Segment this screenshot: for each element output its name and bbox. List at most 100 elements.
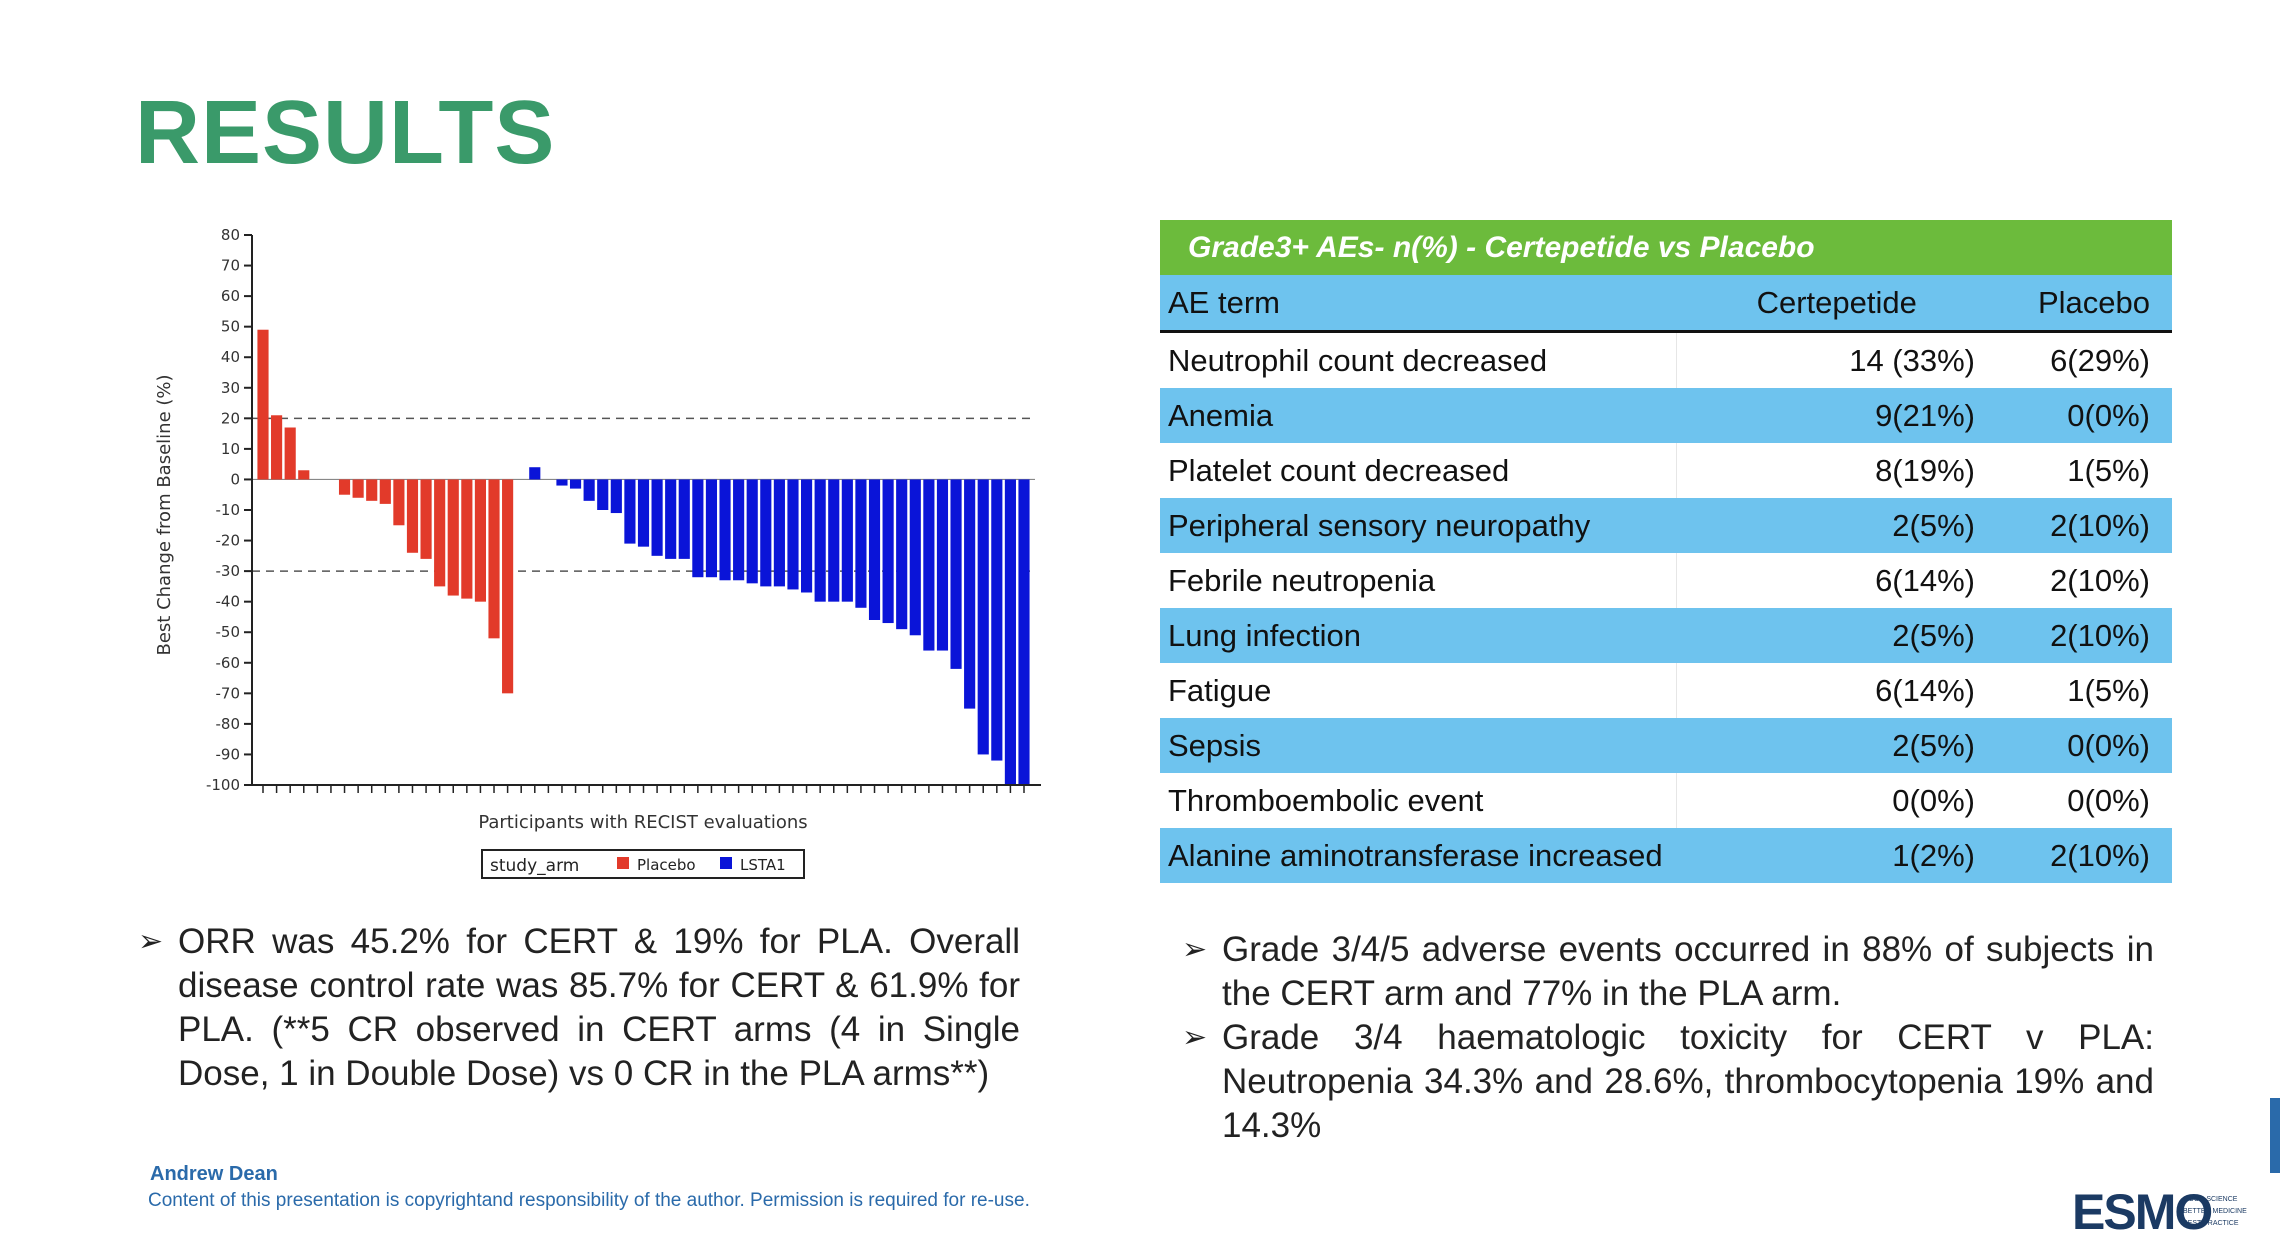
cert-value: 2(5%) (1676, 608, 1997, 663)
y-axis-label: Best Change from Baseline (%) (154, 374, 175, 655)
bar-lsta1 (733, 479, 745, 581)
bar-lsta1 (651, 479, 663, 556)
ae-term: Thromboembolic event (1160, 773, 1677, 828)
table-row: Sepsis 2(5%) 0(0%) (1160, 718, 2172, 773)
header-certepetide: Certepetide (1676, 275, 1997, 333)
bar-lsta1 (705, 479, 718, 578)
table-row: Neutrophil count decreased 14 (33%) 6(29%) (1160, 331, 2172, 388)
left-bullet-list: ➢ ORR was 45.2% for CERT & 19% for PLA. … (138, 920, 1020, 1096)
table-row: Febrile neutropenia 6(14%) 2(10%) (1160, 553, 2172, 608)
side-accent-bar (2270, 1098, 2280, 1173)
bar-placebo (352, 479, 364, 498)
bullet-text: Grade 3/4 haematologic toxicity for CERT… (1222, 1018, 2154, 1145)
y-tick-label: -50 (216, 623, 241, 641)
bar-placebo (298, 470, 310, 480)
cert-value: 2(5%) (1676, 498, 1997, 553)
bullet-item: ➢ Grade 3/4 haematologic toxicity for CE… (1182, 1016, 2154, 1148)
pla-value: 0(0%) (1997, 773, 2172, 828)
bar-lsta1 (882, 479, 894, 624)
bar-lsta1 (529, 467, 541, 480)
bar-placebo (379, 479, 391, 504)
y-tick-label: 40 (221, 348, 240, 366)
bar-lsta1 (746, 479, 758, 584)
ae-table-title-row: Grade3+ AEs- n(%) - Certepetide vs Place… (1160, 220, 2172, 275)
y-tick-label: 0 (230, 470, 240, 488)
cert-value: 2(5%) (1676, 718, 1997, 773)
bar-placebo (406, 479, 419, 553)
y-tick-label: -70 (216, 684, 241, 702)
bullet-text: Grade 3/4/5 adverse events occurred in 8… (1222, 930, 2154, 1013)
table-row: Peripheral sensory neuropathy 2(5%) 2(10%) (1160, 498, 2172, 553)
ae-term: Febrile neutropenia (1160, 553, 1677, 608)
header-placebo: Placebo (1997, 275, 2172, 333)
bar-lsta1 (923, 479, 935, 651)
bar-placebo (434, 479, 446, 587)
bar-lsta1 (936, 479, 949, 651)
y-tick-label: -100 (206, 776, 240, 794)
bar-lsta1 (583, 479, 595, 501)
bar-placebo (366, 479, 378, 501)
table-row: Thromboembolic event 0(0%) 0(0%) (1160, 773, 2172, 828)
ae-table-title: Grade3+ AEs- n(%) - Certepetide vs Place… (1160, 220, 2172, 275)
arrow-bullet-icon: ➢ (1182, 1021, 1208, 1054)
cert-value: 6(14%) (1676, 663, 1997, 718)
pla-value: 1(5%) (1997, 443, 2172, 498)
cert-value: 8(19%) (1676, 443, 1997, 498)
bar-lsta1 (964, 479, 976, 709)
y-tick-label: 30 (221, 379, 240, 397)
y-tick-label: -90 (216, 745, 241, 763)
bullet-text: ORR was 45.2% for CERT & 19% for PLA. Ov… (178, 922, 1020, 1093)
header-ae-term: AE term (1160, 275, 1677, 333)
bar-placebo (257, 329, 269, 480)
bar-lsta1 (868, 479, 881, 620)
legend-swatch-placebo (617, 857, 629, 869)
pla-value: 2(10%) (1997, 553, 2172, 608)
bar-placebo (502, 479, 514, 694)
y-tick-label: -40 (216, 593, 241, 611)
bar-lsta1 (896, 479, 908, 630)
bar-lsta1 (692, 479, 704, 578)
ae-term: Lung infection (1160, 608, 1677, 663)
chart-legend: study_arm Placebo LSTA1 (481, 849, 805, 879)
bar-lsta1 (719, 479, 731, 581)
bar-lsta1 (624, 479, 636, 544)
bar-lsta1 (841, 479, 853, 602)
y-tick-label: -10 (216, 501, 241, 519)
copyright-notice: Content of this presentation is copyrigh… (148, 1190, 1030, 1211)
esmo-tagline-line: BETTER MEDICINE (2183, 1208, 2247, 1215)
bar-placebo (461, 479, 473, 599)
bullet-item: ➢ Grade 3/4/5 adverse events occurred in… (1182, 928, 2154, 1016)
legend-title: study_arm (490, 856, 579, 876)
bar-lsta1 (678, 479, 690, 559)
bar-lsta1 (814, 479, 826, 602)
bullet-item: ➢ ORR was 45.2% for CERT & 19% for PLA. … (138, 920, 1020, 1096)
bar-lsta1 (556, 479, 568, 486)
bar-placebo (284, 427, 296, 480)
y-axis: 80 70 60 50 40 30 20 10 0 -10 -20 -30 -40 -50 -60 -70 -8… (206, 226, 253, 794)
ae-term: Peripheral sensory neuropathy (1160, 498, 1677, 553)
bar-lsta1 (950, 479, 962, 669)
legend-entry-placebo: Placebo (637, 856, 696, 874)
bar-lsta1 (991, 479, 1003, 761)
pla-value: 2(10%) (1997, 828, 2172, 883)
y-tick-label: -30 (216, 562, 241, 580)
bar-lsta1 (773, 479, 785, 587)
cert-value: 1(2%) (1676, 828, 1997, 883)
ae-term: Alanine aminotransferase increased (1160, 828, 1677, 883)
y-tick-label: 20 (221, 409, 240, 427)
chart-bars (257, 329, 1030, 785)
cert-value: 0(0%) (1676, 773, 1997, 828)
bar-lsta1 (828, 479, 840, 602)
cert-value: 9(21%) (1676, 388, 1997, 443)
ae-term: Anemia (1160, 388, 1677, 443)
y-tick-label: 60 (221, 287, 240, 305)
esmo-tagline: GOOD SCIENCE BETTER MEDICINE BEST PRACTI… (2183, 1194, 2247, 1230)
y-tick-label: 70 (221, 257, 240, 275)
bar-lsta1 (760, 479, 772, 587)
author-name: Andrew Dean (150, 1163, 278, 1185)
y-tick-label: 50 (221, 318, 240, 336)
y-tick-label: -80 (216, 715, 241, 733)
bar-lsta1 (597, 479, 609, 510)
pla-value: 0(0%) (1997, 718, 2172, 773)
bar-lsta1 (977, 479, 989, 755)
